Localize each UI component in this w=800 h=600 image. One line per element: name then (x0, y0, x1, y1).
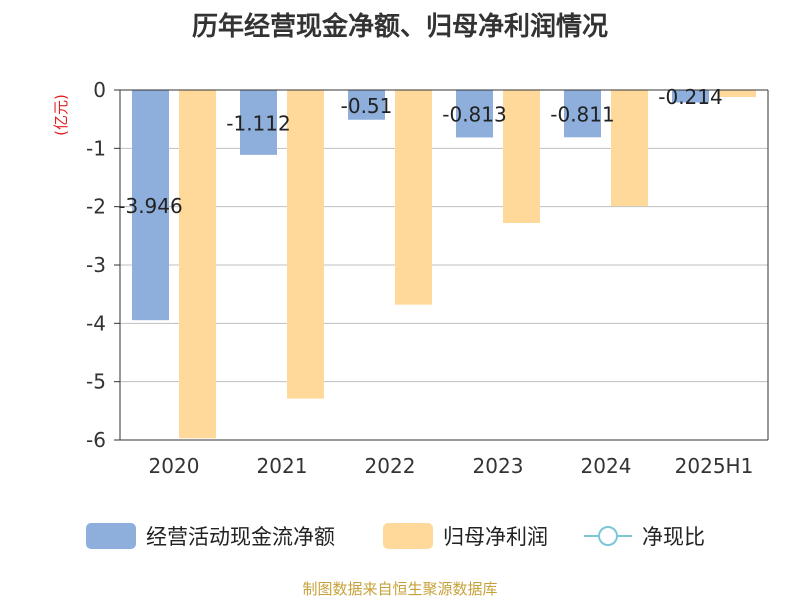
y-tick-label: -4 (86, 311, 106, 335)
source-note: 制图数据来自恒生聚源数据库 (302, 580, 498, 598)
bar-ocf-2024 (564, 90, 601, 138)
legend-label-ocf: 经营活动现金流净额 (146, 525, 335, 549)
bar-profit-2021 (287, 90, 324, 399)
data-label-ocf-2023: -0.813 (442, 103, 506, 127)
legend: 经营活动现金流净额 归母净利润 净现比 (86, 523, 705, 549)
bar-ocf-2021 (240, 90, 277, 155)
y-tick-label: -3 (86, 253, 106, 277)
y-tick-label: 0 (93, 78, 106, 102)
x-tick-label: 2023 (473, 454, 524, 478)
y-tick-label: -6 (86, 428, 106, 452)
x-tick-label: 2022 (365, 454, 416, 478)
legend-label-ratio: 净现比 (642, 525, 705, 549)
x-tick-label: 2021 (257, 454, 308, 478)
data-label-ocf-2025H1: -0.214 (658, 85, 722, 109)
bar-profit-2020 (179, 90, 216, 439)
x-tick-label: 2025H1 (675, 454, 754, 478)
data-label-ocf-2024: -0.811 (550, 103, 614, 127)
x-tick-label: 2020 (149, 454, 200, 478)
bar-profit-2022 (395, 90, 432, 305)
chart-title: 历年经营现金净额、归母净利润情况 (191, 12, 608, 42)
bar-ocf-2025H1 (672, 90, 709, 103)
data-label-ocf-2021: -1.112 (226, 111, 290, 135)
legend-label-profit: 归母净利润 (443, 525, 548, 549)
bars (132, 90, 756, 439)
axes: 0 -1 -2 -3 -4 -5 -6 2020 2021 2022 2023 2024 2025H1 (86, 78, 769, 478)
bar-profit-2025H1 (719, 90, 756, 97)
legend-swatch-ocf (86, 523, 136, 549)
data-label-ocf-2020: -3.946 (118, 194, 182, 218)
bar-ocf-2020 (132, 90, 169, 321)
y-tick-label: -2 (86, 195, 106, 219)
x-tick-label: 2024 (581, 454, 632, 478)
bar-profit-2024 (611, 90, 648, 207)
bar-ocf-2022 (348, 90, 385, 120)
data-labels: -3.946 -1.112 -0.51 -0.813 -0.811 -0.214 (118, 85, 722, 218)
data-label-ocf-2022: -0.51 (341, 94, 393, 118)
y-tick-label: -5 (86, 370, 106, 394)
grid-lines (120, 147, 768, 441)
legend-marker-ratio (598, 526, 618, 546)
bar-ocf-2023 (456, 90, 493, 138)
legend-swatch-profit (383, 523, 433, 549)
y-axis-unit-label: (亿元) (52, 94, 70, 136)
y-tick-label: -1 (86, 136, 106, 160)
bar-profit-2023 (503, 90, 540, 223)
